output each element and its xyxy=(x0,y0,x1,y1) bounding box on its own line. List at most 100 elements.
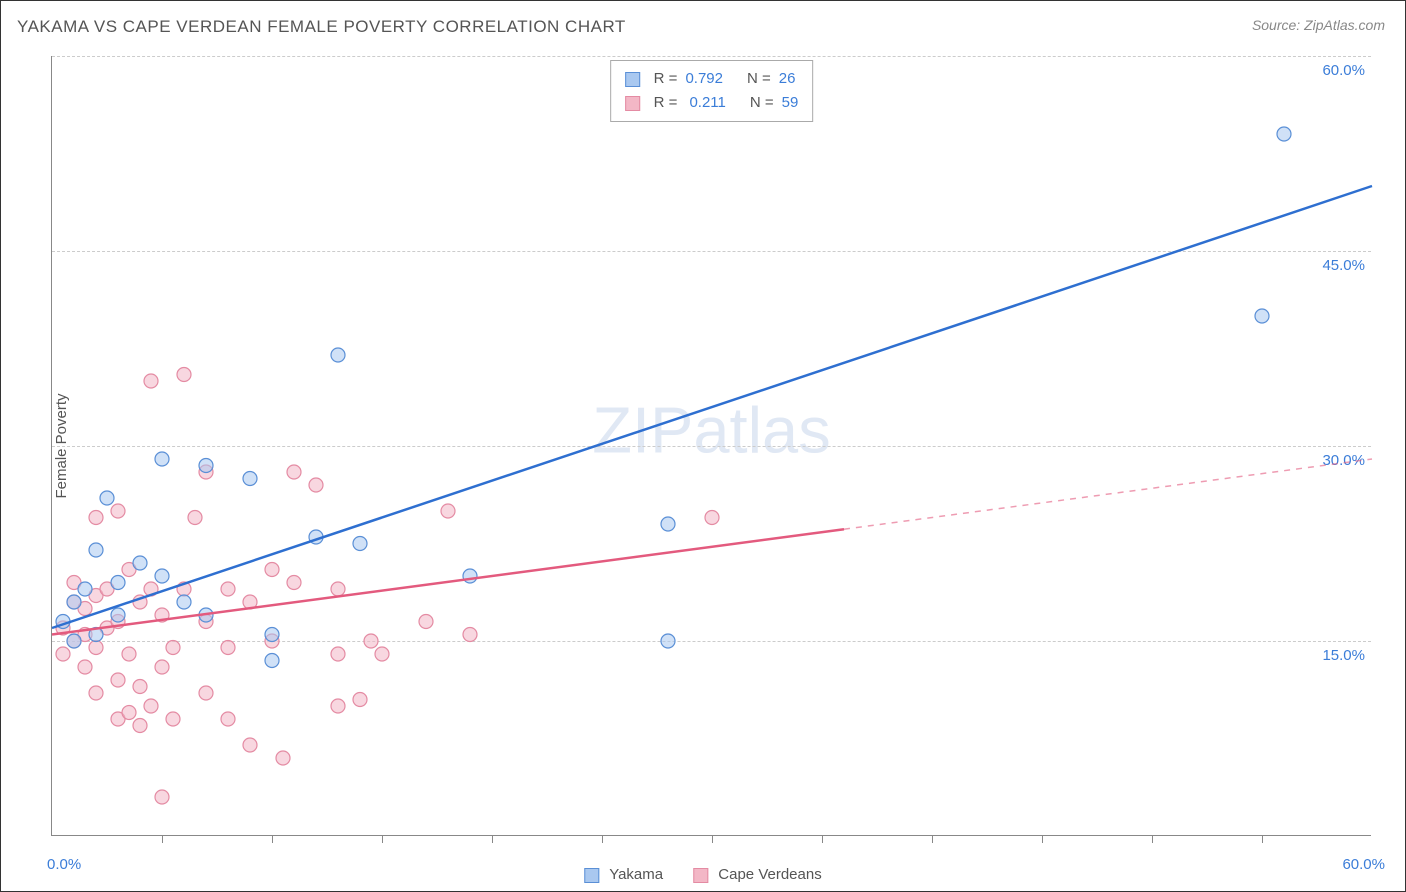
scatter-point xyxy=(144,374,158,388)
scatter-point xyxy=(243,472,257,486)
scatter-point xyxy=(353,693,367,707)
plot-svg xyxy=(52,56,1371,835)
x-tick xyxy=(492,835,493,843)
scatter-point xyxy=(221,712,235,726)
n-label: N = xyxy=(750,91,774,115)
scatter-point xyxy=(89,543,103,557)
r-label: R = xyxy=(654,67,678,91)
scatter-point xyxy=(133,556,147,570)
scatter-point xyxy=(67,595,81,609)
scatter-point xyxy=(56,647,70,661)
series-legend: Yakama Cape Verdeans xyxy=(584,866,821,883)
scatter-point xyxy=(375,647,389,661)
n-label: N = xyxy=(747,67,771,91)
swatch-capeverdean xyxy=(625,96,640,111)
series-name-yakama: Yakama xyxy=(609,866,663,883)
scatter-point xyxy=(265,563,279,577)
scatter-point xyxy=(177,368,191,382)
scatter-point xyxy=(364,634,378,648)
scatter-point xyxy=(100,491,114,505)
scatter-point xyxy=(705,511,719,525)
scatter-point xyxy=(331,348,345,362)
x-tick xyxy=(1042,835,1043,843)
x-origin-label: 0.0% xyxy=(47,856,81,873)
scatter-point xyxy=(111,673,125,687)
scatter-point xyxy=(155,452,169,466)
legend-row-yakama: R = 0.792 N = 26 xyxy=(625,67,799,91)
scatter-point xyxy=(89,641,103,655)
scatter-point xyxy=(111,504,125,518)
swatch-yakama-icon xyxy=(584,868,599,883)
scatter-point xyxy=(243,738,257,752)
scatter-point xyxy=(199,459,213,473)
swatch-capeverdean-icon xyxy=(693,868,708,883)
scatter-point xyxy=(166,712,180,726)
scatter-point xyxy=(276,751,290,765)
legend-row-capeverdean: R = 0.211 N = 59 xyxy=(625,91,799,115)
scatter-point xyxy=(188,511,202,525)
scatter-point xyxy=(265,628,279,642)
r-value-capeverdean: 0.211 xyxy=(689,91,725,115)
scatter-point xyxy=(177,595,191,609)
scatter-point xyxy=(111,608,125,622)
plot-area: ZIPatlas 15.0%30.0%45.0%60.0% R = 0.792 … xyxy=(51,56,1371,836)
trendline xyxy=(52,529,844,634)
scatter-point xyxy=(331,647,345,661)
chart-title: YAKAMA VS CAPE VERDEAN FEMALE POVERTY CO… xyxy=(17,17,626,37)
r-label: R = xyxy=(654,91,678,115)
x-tick xyxy=(272,835,273,843)
correlation-legend: R = 0.792 N = 26 R = 0.211 N = 59 xyxy=(610,60,814,122)
x-tick xyxy=(382,835,383,843)
scatter-point xyxy=(441,504,455,518)
scatter-point xyxy=(287,465,301,479)
scatter-point xyxy=(133,719,147,733)
scatter-point xyxy=(111,576,125,590)
trendline-dashed xyxy=(844,459,1372,529)
scatter-point xyxy=(221,582,235,596)
x-tick xyxy=(932,835,933,843)
x-tick xyxy=(162,835,163,843)
scatter-point xyxy=(331,699,345,713)
scatter-point xyxy=(661,517,675,531)
n-value-yakama: 26 xyxy=(779,67,796,91)
x-tick xyxy=(602,835,603,843)
legend-item-capeverdean: Cape Verdeans xyxy=(693,866,822,883)
swatch-yakama xyxy=(625,72,640,87)
scatter-point xyxy=(221,641,235,655)
series-name-capeverdean: Cape Verdeans xyxy=(718,866,821,883)
scatter-point xyxy=(1255,309,1269,323)
source-label: Source: ZipAtlas.com xyxy=(1252,17,1385,33)
scatter-point xyxy=(265,654,279,668)
scatter-point xyxy=(89,686,103,700)
scatter-point xyxy=(78,660,92,674)
x-tick xyxy=(822,835,823,843)
trendline xyxy=(52,186,1372,628)
scatter-point xyxy=(661,634,675,648)
scatter-point xyxy=(155,790,169,804)
scatter-point xyxy=(353,537,367,551)
x-max-label: 60.0% xyxy=(1342,856,1385,873)
x-tick xyxy=(1152,835,1153,843)
scatter-point xyxy=(155,660,169,674)
scatter-point xyxy=(122,647,136,661)
legend-item-yakama: Yakama xyxy=(584,866,663,883)
scatter-point xyxy=(122,706,136,720)
scatter-point xyxy=(463,569,477,583)
chart-container: YAKAMA VS CAPE VERDEAN FEMALE POVERTY CO… xyxy=(0,0,1406,892)
scatter-point xyxy=(78,582,92,596)
scatter-point xyxy=(144,699,158,713)
scatter-point xyxy=(309,478,323,492)
scatter-point xyxy=(67,634,81,648)
scatter-point xyxy=(419,615,433,629)
scatter-point xyxy=(155,569,169,583)
scatter-point xyxy=(463,628,477,642)
scatter-point xyxy=(89,511,103,525)
r-value-yakama: 0.792 xyxy=(685,67,723,91)
scatter-point xyxy=(166,641,180,655)
scatter-point xyxy=(287,576,301,590)
x-tick xyxy=(712,835,713,843)
scatter-point xyxy=(331,582,345,596)
x-tick xyxy=(1262,835,1263,843)
scatter-point xyxy=(1277,127,1291,141)
n-value-capeverdean: 59 xyxy=(782,91,799,115)
